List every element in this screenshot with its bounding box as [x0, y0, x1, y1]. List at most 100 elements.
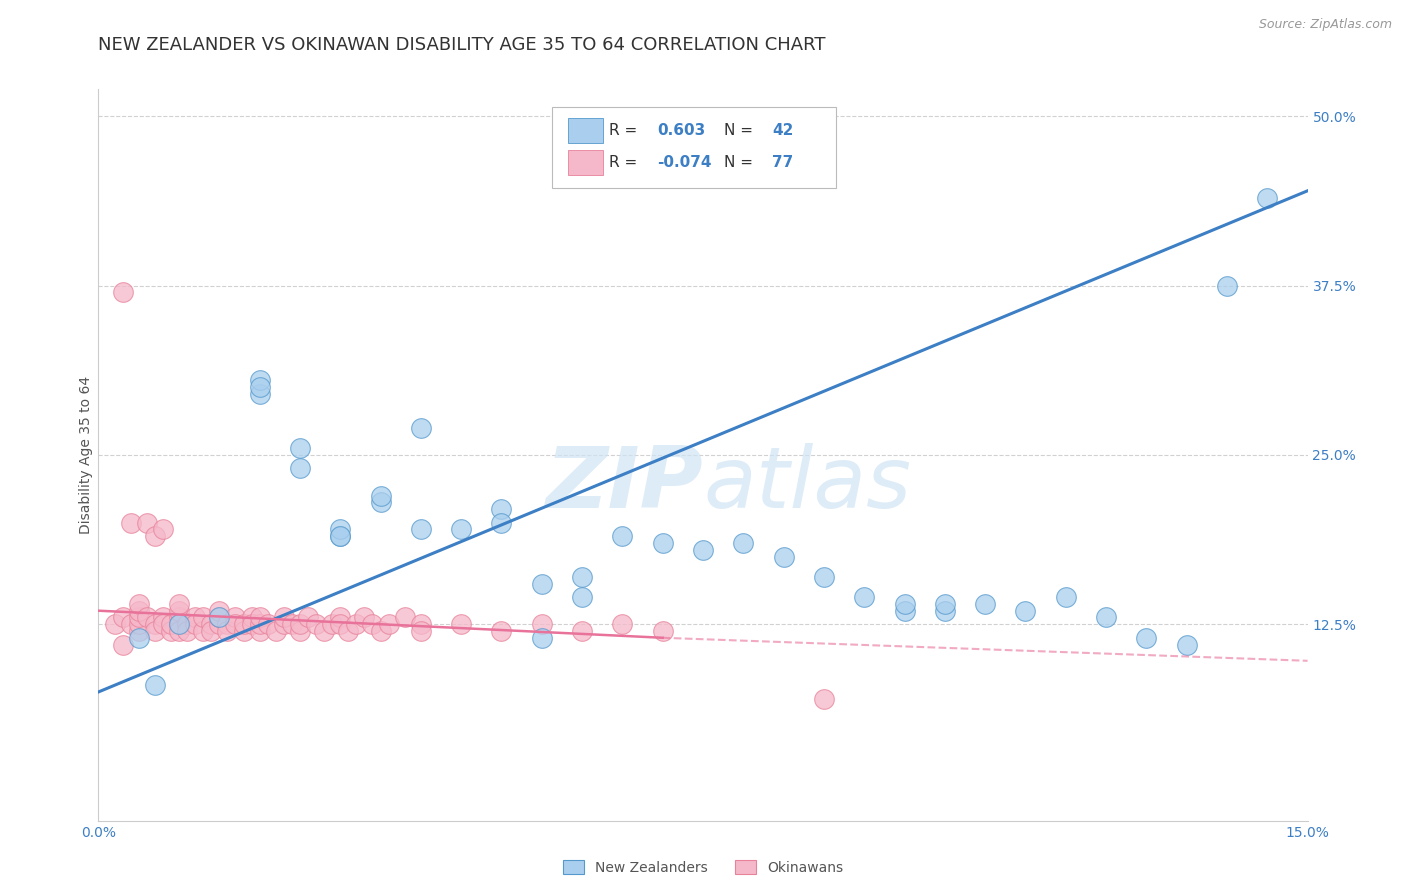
Point: [249, 610, 271, 624]
Point: [103, 617, 125, 632]
Text: 0.603: 0.603: [657, 123, 706, 138]
Point: [353, 610, 375, 624]
Point: [120, 516, 142, 530]
Point: [974, 597, 997, 611]
Point: [249, 617, 271, 632]
Point: [281, 617, 304, 632]
Point: [409, 523, 432, 537]
Point: [571, 624, 593, 638]
Point: [152, 617, 174, 632]
Point: [409, 624, 432, 638]
Point: [135, 610, 157, 624]
FancyBboxPatch shape: [568, 150, 603, 175]
Point: [329, 529, 352, 543]
Point: [208, 610, 231, 624]
FancyBboxPatch shape: [551, 108, 837, 188]
Point: [370, 489, 392, 503]
Point: [409, 421, 432, 435]
Text: N =: N =: [724, 155, 758, 169]
Text: atlas: atlas: [703, 442, 911, 525]
Point: [361, 617, 384, 632]
Point: [1135, 631, 1157, 645]
FancyBboxPatch shape: [568, 119, 603, 144]
Point: [491, 502, 513, 516]
Point: [288, 441, 311, 455]
Point: [297, 610, 319, 624]
Point: [571, 590, 593, 604]
Point: [167, 604, 190, 618]
Point: [200, 617, 222, 632]
Point: [143, 529, 166, 543]
Text: Source: ZipAtlas.com: Source: ZipAtlas.com: [1258, 18, 1392, 31]
Text: R =: R =: [609, 123, 641, 138]
Point: [329, 529, 352, 543]
Point: [111, 610, 134, 624]
Point: [217, 617, 239, 632]
Point: [273, 617, 295, 632]
Point: [128, 624, 150, 638]
Point: [176, 617, 198, 632]
Point: [813, 570, 835, 584]
Point: [184, 617, 207, 632]
Point: [612, 529, 634, 543]
Point: [128, 597, 150, 611]
Point: [232, 617, 254, 632]
Point: [249, 380, 271, 394]
Text: -0.074: -0.074: [657, 155, 711, 169]
Point: [934, 604, 956, 618]
Point: [1095, 610, 1118, 624]
Point: [217, 624, 239, 638]
Point: [167, 617, 190, 632]
Point: [394, 610, 416, 624]
Point: [329, 617, 352, 632]
Point: [692, 542, 714, 557]
Point: [329, 523, 352, 537]
Point: [1014, 604, 1036, 618]
Point: [128, 617, 150, 632]
Text: R =: R =: [609, 155, 641, 169]
Point: [1256, 190, 1278, 204]
Point: [450, 523, 472, 537]
Point: [193, 624, 215, 638]
Point: [893, 597, 915, 611]
Point: [530, 576, 553, 591]
Point: [193, 610, 215, 624]
Point: [232, 624, 254, 638]
Point: [152, 610, 174, 624]
Point: [160, 617, 183, 632]
Point: [450, 617, 472, 632]
Point: [143, 617, 166, 632]
Point: [240, 610, 263, 624]
Point: [651, 624, 673, 638]
Point: [152, 523, 174, 537]
Point: [321, 617, 343, 632]
Point: [733, 536, 755, 550]
Point: [111, 285, 134, 300]
Point: [288, 624, 311, 638]
Text: ZIP: ZIP: [546, 442, 703, 525]
Point: [200, 624, 222, 638]
Point: [208, 617, 231, 632]
Point: [893, 604, 915, 618]
Point: [288, 617, 311, 632]
Point: [249, 387, 271, 401]
Point: [143, 678, 166, 692]
Point: [143, 624, 166, 638]
Point: [264, 624, 287, 638]
Point: [612, 617, 634, 632]
Legend: New Zealanders, Okinawans: New Zealanders, Okinawans: [557, 855, 849, 880]
Point: [491, 624, 513, 638]
Point: [1054, 590, 1077, 604]
Point: [208, 604, 231, 618]
Point: [249, 373, 271, 387]
Point: [128, 610, 150, 624]
Point: [853, 590, 876, 604]
Text: 77: 77: [772, 155, 793, 169]
Point: [240, 617, 263, 632]
Point: [128, 604, 150, 618]
Point: [409, 617, 432, 632]
Point: [135, 516, 157, 530]
Point: [934, 597, 956, 611]
Point: [128, 631, 150, 645]
Point: [571, 570, 593, 584]
